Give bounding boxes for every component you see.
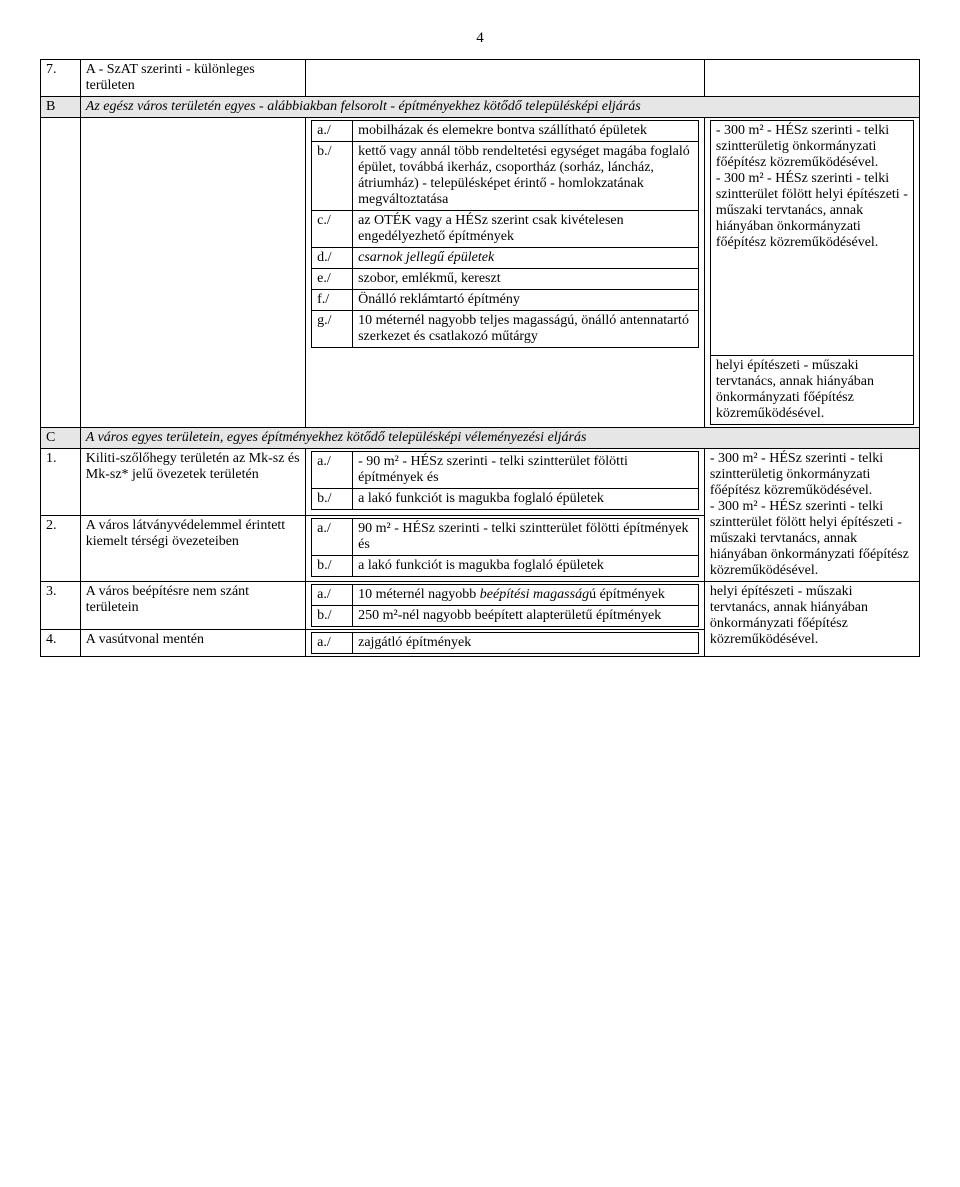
row-B-text: Az egész város területén egyes - alábbia…: [80, 97, 919, 118]
row-3-mid: a./ 10 méternél nagyobb beépítési magass…: [306, 582, 705, 630]
row-7-mid: [306, 60, 705, 97]
r4-a-text: zajgátló építmények: [353, 633, 699, 654]
row-C-text: A város egyes területein, egyes építmény…: [80, 428, 919, 449]
row-34-right: helyi építészeti - műszaki tervtanács, a…: [704, 582, 919, 657]
row-2-idx: 2.: [41, 515, 81, 582]
r1-b-code: b./: [312, 489, 353, 510]
b-a-code: a./: [312, 121, 353, 142]
row-B-detail-left: [80, 118, 305, 428]
b-c-code: c./: [312, 211, 353, 248]
row-3-left: A város beépítésre nem szánt területein: [80, 582, 305, 630]
b-g-code: g./: [312, 311, 353, 348]
row-B-detail-right: - 300 m² - HÉSz szerinti - telki szintte…: [704, 118, 919, 428]
row-7: 7. A - SzAT szerinti - különleges terüle…: [41, 60, 920, 97]
row-1: 1. Kiliti-szőlőhegy területén az Mk-sz é…: [41, 449, 920, 516]
r2-b-text: a lakó funkciót is magukba foglaló épüle…: [353, 555, 699, 576]
row-C: C A város egyes területein, egyes építmé…: [41, 428, 920, 449]
b-g-text: 10 méternél nagyobb teljes magasságú, ön…: [353, 311, 699, 348]
r3-a-text: 10 méternél nagyobb beépítési magasságú …: [353, 585, 699, 606]
b-b-code: b./: [312, 142, 353, 211]
r1-a-code: a./: [312, 452, 353, 489]
b-d-text: csarnok jellegű épületek: [353, 248, 699, 269]
row-B-detail-mid: a./ mobilházak és elemekre bontva szállí…: [306, 118, 705, 428]
b-c-text: az OTÉK vagy a HÉSz szerint csak kivétel…: [353, 211, 699, 248]
r2-a-text: 90 m² - HÉSz szerinti - telki szintterül…: [353, 518, 699, 555]
r3-b-text: 250 m²-nél nagyobb beépített alapterület…: [353, 606, 699, 627]
row-2-mid: a./ 90 m² - HÉSz szerinti - telki szintt…: [306, 515, 705, 582]
row-7-idx: 7.: [41, 60, 81, 97]
b-right-1: - 300 m² - HÉSz szerinti - telki szintte…: [710, 121, 913, 356]
row-C-idx: C: [41, 428, 81, 449]
b-f-text: Önálló reklámtartó építmény: [353, 290, 699, 311]
row-1-idx: 1.: [41, 449, 81, 516]
row-4-idx: 4.: [41, 630, 81, 657]
row-B-detail-idx: [41, 118, 81, 428]
r1-b-text: a lakó funkciót is magukba foglaló épüle…: [353, 489, 699, 510]
row-3: 3. A város beépítésre nem szánt területe…: [41, 582, 920, 630]
b-d-code: d./: [312, 248, 353, 269]
r1-a-text: - 90 m² - HÉSz szerinti - telki szintter…: [353, 452, 699, 489]
b-e-text: szobor, emlékmű, kereszt: [353, 269, 699, 290]
row-1-mid: a./ - 90 m² - HÉSz szerinti - telki szin…: [306, 449, 705, 516]
row-12-right: - 300 m² - HÉSz szerinti - telki szintte…: [704, 449, 919, 582]
row-B-detail: a./ mobilházak és elemekre bontva szállí…: [41, 118, 920, 428]
row-3-idx: 3.: [41, 582, 81, 630]
r2-a-code: a./: [312, 518, 353, 555]
row-B-idx: B: [41, 97, 81, 118]
row-B: B Az egész város területén egyes - alább…: [41, 97, 920, 118]
row-7-left: A - SzAT szerinti - különleges területen: [80, 60, 305, 97]
row-7-right: [704, 60, 919, 97]
b-f-code: f./: [312, 290, 353, 311]
r4-a-code: a./: [312, 633, 353, 654]
r3-a-code: a./: [312, 585, 353, 606]
main-table: 7. A - SzAT szerinti - különleges terüle…: [40, 59, 920, 657]
b-a-text: mobilházak és elemekre bontva szállíthat…: [353, 121, 699, 142]
b-e-code: e./: [312, 269, 353, 290]
b-right-2: helyi építészeti - műszaki tervtanács, a…: [710, 356, 913, 425]
row-4-left: A vasútvonal mentén: [80, 630, 305, 657]
r2-b-code: b./: [312, 555, 353, 576]
b-b-text: kettő vagy annál több rendeltetési egysé…: [353, 142, 699, 211]
row-1-left: Kiliti-szőlőhegy területén az Mk-sz és M…: [80, 449, 305, 516]
r3-b-code: b./: [312, 606, 353, 627]
row-4-mid: a./ zajgátló építmények: [306, 630, 705, 657]
row-2-left: A város látványvédelemmel érintett kieme…: [80, 515, 305, 582]
page-number: 4: [40, 30, 920, 47]
